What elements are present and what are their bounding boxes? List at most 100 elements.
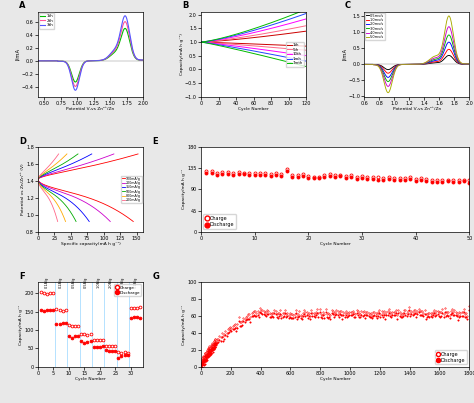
3th — [73, 88, 78, 93]
7mth — [211, 37, 217, 42]
200mA/g — [35, 177, 41, 182]
Line: 350mA/g: 350mA/g — [38, 154, 92, 179]
2.0mv/s — [423, 61, 429, 66]
1th — [97, 58, 103, 63]
2.0mv/s — [432, 58, 438, 63]
7mth — [240, 30, 246, 35]
500mA/g — [35, 177, 41, 182]
1.0mv/s — [385, 71, 391, 76]
0.5mv/s — [446, 53, 452, 58]
0.5mv/s — [441, 57, 447, 62]
1mh — [303, 11, 309, 16]
1th — [211, 39, 217, 44]
Text: B: B — [182, 1, 189, 10]
2.0mv/s — [361, 62, 367, 67]
1th — [198, 39, 204, 44]
Text: 1.0A/g: 1.0A/g — [96, 276, 100, 288]
1.0mv/s — [361, 62, 367, 67]
500mA/g — [48, 168, 54, 173]
4.0mv/s — [388, 78, 394, 83]
1mh — [274, 21, 280, 26]
X-axis label: Cycle Number: Cycle Number — [238, 107, 269, 111]
3th — [122, 13, 128, 18]
1.0mv/s — [388, 69, 394, 73]
Line: 100mA/g: 100mA/g — [38, 154, 138, 179]
0.5mv/s — [409, 62, 415, 67]
Legend: 0.5mv/s, 1.0mv/s, 2.0mv/s, 3.0mv/s, 4.0mv/s, 5.0mv/s: 0.5mv/s, 1.0mv/s, 2.0mv/s, 3.0mv/s, 4.0m… — [365, 13, 385, 40]
5.0mv/s — [388, 83, 394, 88]
100mA/g — [91, 163, 97, 168]
350mA/g — [65, 163, 71, 168]
X-axis label: Specific capacity(mA h g⁻¹): Specific capacity(mA h g⁻¹) — [61, 242, 120, 246]
350mA/g — [80, 156, 85, 161]
2th — [54, 58, 59, 63]
5th — [274, 29, 280, 34]
1th — [106, 55, 111, 60]
4.0mv/s — [385, 84, 391, 89]
3.0mv/s — [385, 79, 391, 84]
Line: 1mh: 1mh — [201, 13, 306, 42]
Legend: Charge, Discharge: Charge, Discharge — [114, 285, 141, 296]
0.5mv/s — [361, 62, 367, 67]
3th — [35, 58, 41, 63]
2.0mv/s — [466, 62, 472, 66]
5th — [198, 39, 204, 44]
1.0mv/s — [409, 62, 415, 67]
100mA/g — [88, 164, 93, 168]
1th — [274, 32, 280, 37]
1mh — [232, 33, 238, 38]
Y-axis label: Potential vs Zn/Zn²⁺ (V): Potential vs Zn/Zn²⁺ (V) — [20, 164, 25, 215]
200mA/g — [111, 152, 117, 156]
Line: 5.0mv/s: 5.0mv/s — [364, 16, 469, 93]
1.0mv/s — [423, 61, 429, 66]
10th — [232, 34, 238, 39]
2th — [140, 58, 146, 62]
Legend: Charge, Discharge: Charge, Discharge — [435, 350, 467, 364]
1.0mv/s — [441, 54, 447, 59]
1.0mv/s — [380, 66, 385, 71]
10th — [211, 38, 217, 43]
2.0mv/s — [409, 62, 415, 67]
5th — [303, 23, 309, 28]
100mA/g — [75, 166, 81, 171]
5.0mv/s — [361, 62, 367, 67]
1th — [274, 33, 280, 37]
5th — [240, 35, 246, 39]
5.0mv/s — [409, 62, 415, 67]
1th — [240, 36, 246, 41]
Legend: 1th, 5th, 10th, 1mh, 7mth: 1th, 5th, 10th, 1mh, 7mth — [286, 42, 304, 66]
1mh — [240, 31, 246, 36]
Line: 200mA/g: 200mA/g — [38, 154, 59, 179]
500mA/g — [75, 152, 81, 156]
10th — [303, 17, 309, 21]
Line: 2th: 2th — [38, 22, 143, 86]
3.0mv/s — [361, 62, 367, 67]
4.0mv/s — [361, 62, 367, 67]
Y-axis label: I/mA: I/mA — [342, 48, 346, 60]
800mA/g — [50, 164, 56, 168]
1th — [62, 59, 68, 64]
2.0mv/s — [446, 40, 452, 45]
100mA/g — [35, 177, 41, 182]
Line: 2.0mv/s: 2.0mv/s — [364, 42, 469, 77]
800mA/g — [35, 177, 41, 182]
100mA/g — [135, 152, 141, 156]
800mA/g — [46, 166, 52, 171]
2th — [97, 58, 103, 63]
1th — [114, 46, 120, 50]
200mA/g — [88, 160, 93, 165]
350mA/g — [63, 164, 69, 168]
X-axis label: Potential V,vs Zn²⁺/Zn: Potential V,vs Zn²⁺/Zn — [66, 107, 115, 111]
1th — [35, 58, 41, 63]
3.0mv/s — [432, 57, 438, 62]
5.0mv/s — [380, 74, 385, 79]
1mh — [264, 24, 270, 29]
0.5mv/s — [466, 62, 472, 67]
2.0mv/s — [385, 75, 391, 80]
2th — [62, 59, 68, 64]
500mA/g — [56, 164, 62, 168]
Text: 0.5A/g: 0.5A/g — [72, 276, 75, 288]
800mA/g — [55, 160, 61, 165]
4.0mv/s — [441, 42, 447, 47]
2th — [73, 84, 78, 89]
